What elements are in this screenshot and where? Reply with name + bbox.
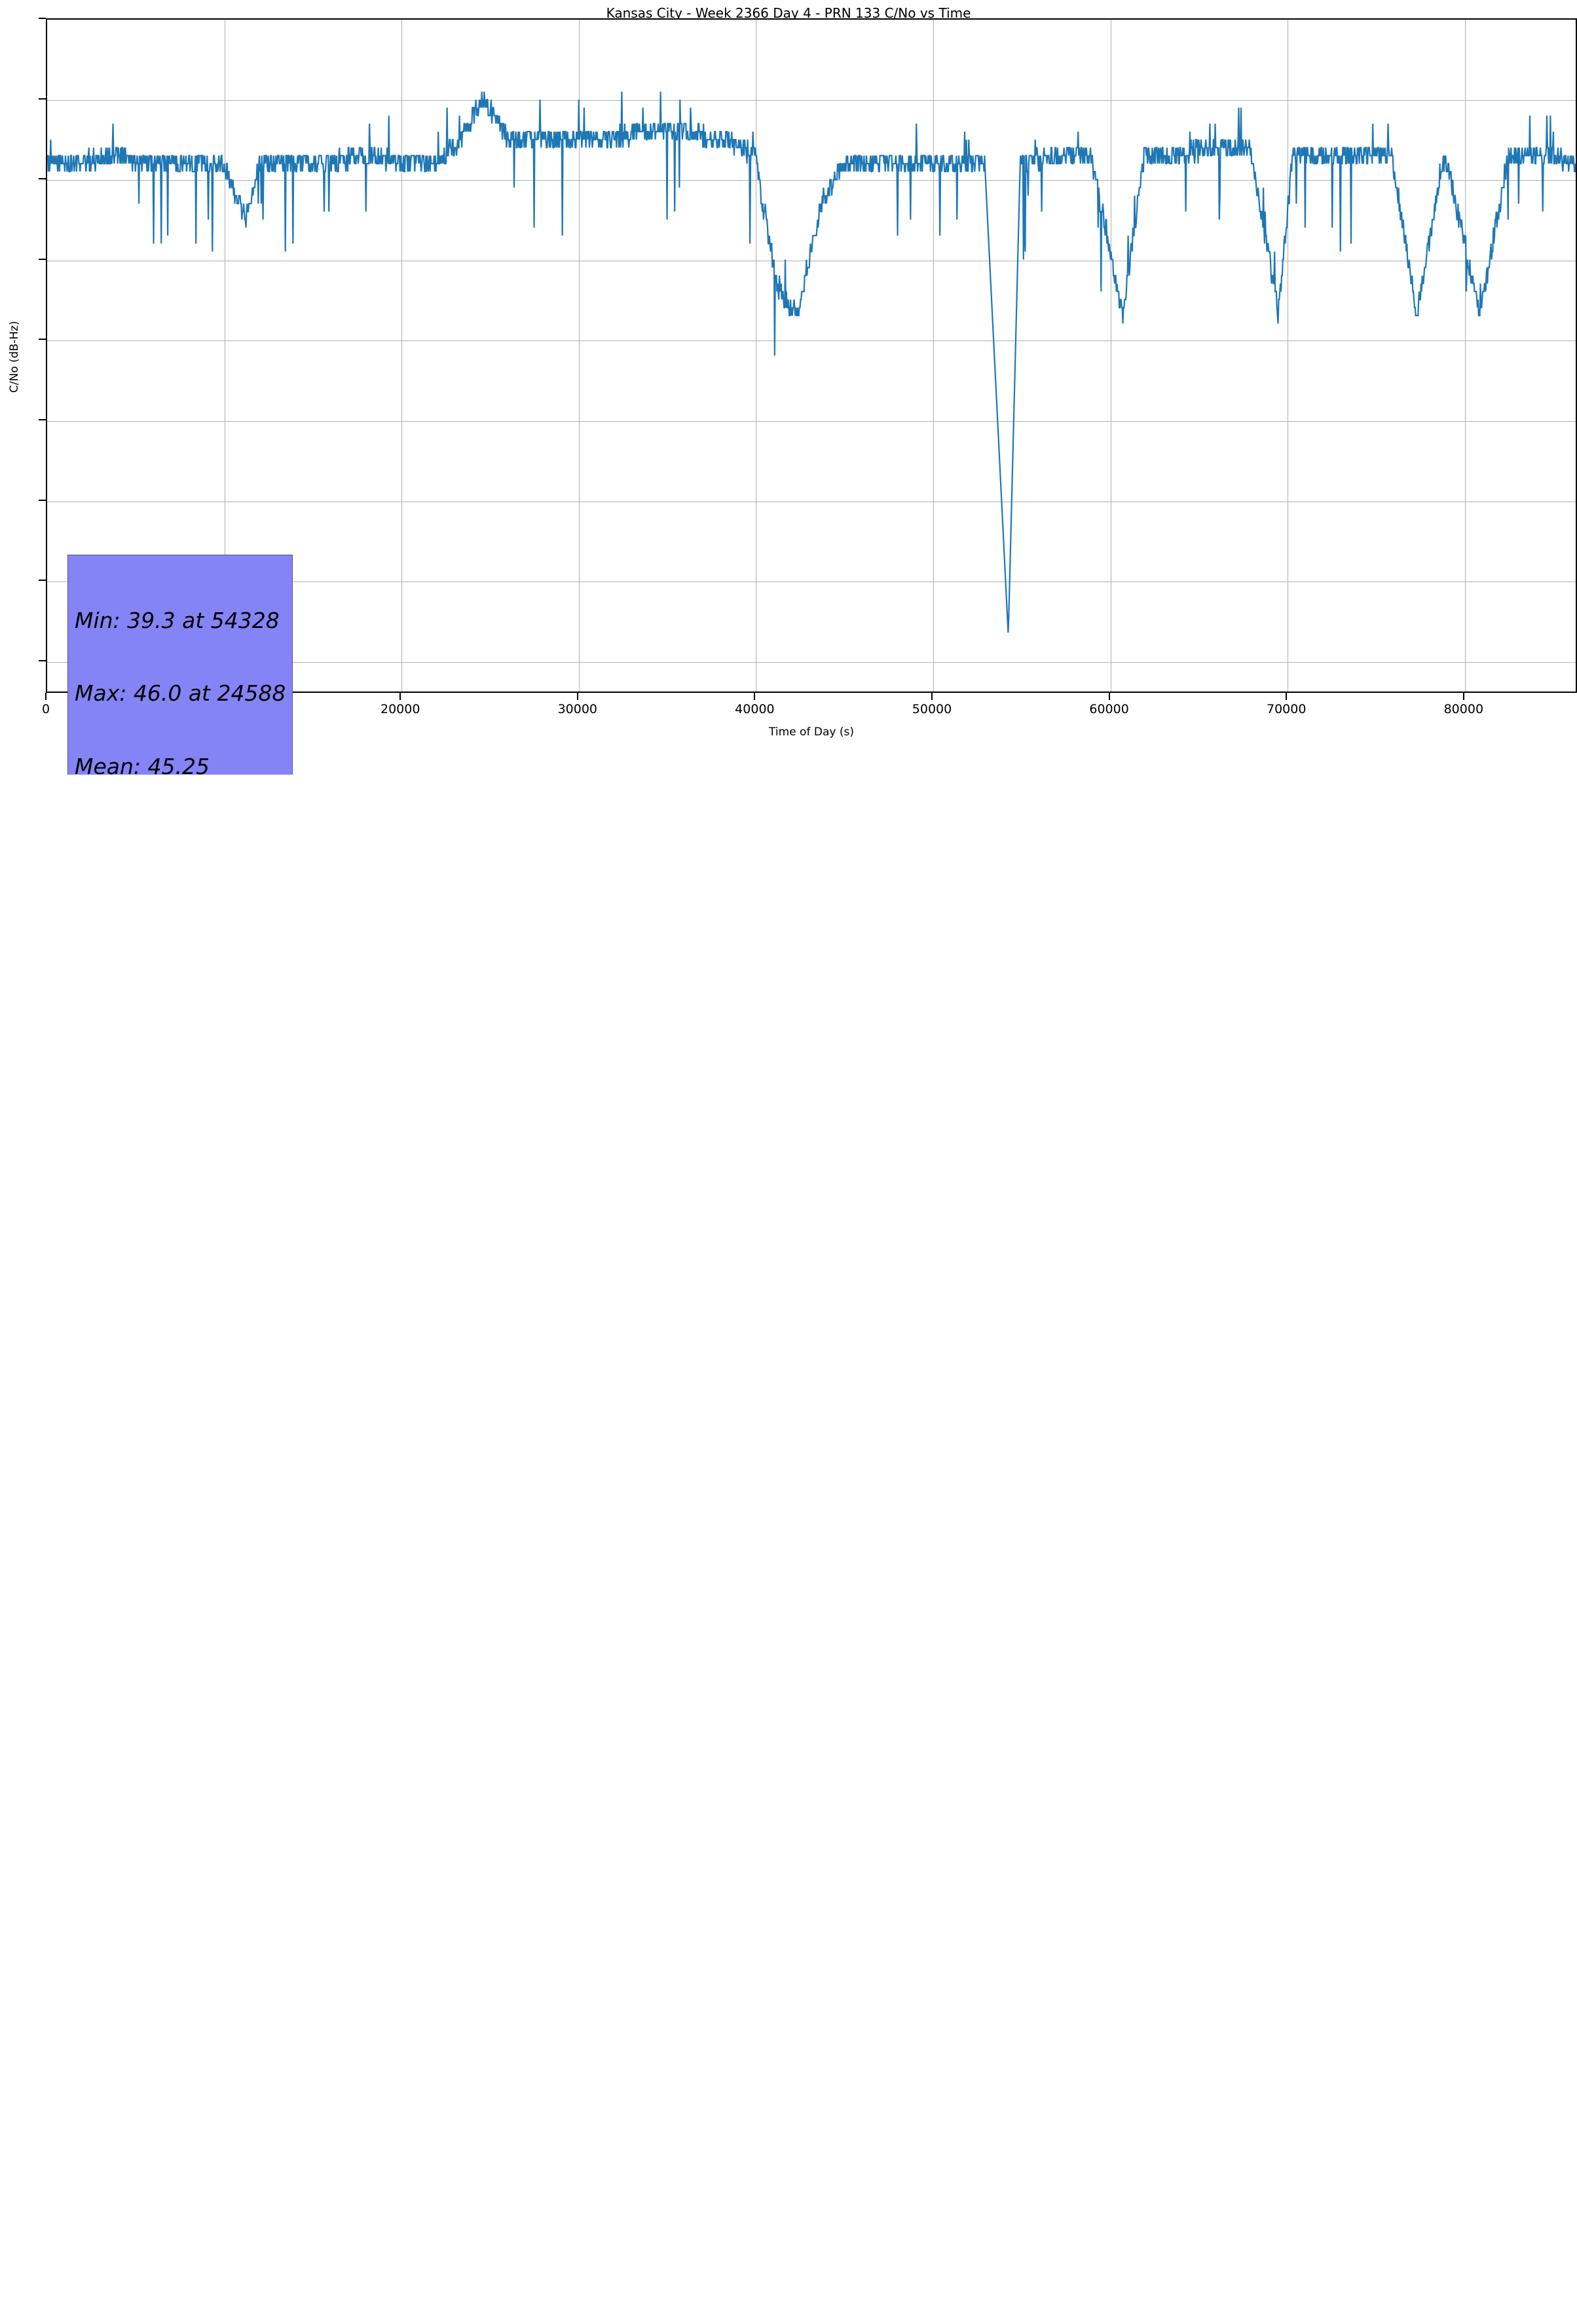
x-tick-mark <box>1462 693 1464 700</box>
stats-max: Max: 46.0 at 24588 <box>75 680 286 707</box>
y-tick-mark <box>39 339 46 341</box>
x-tick-label: 80000 <box>1443 702 1484 716</box>
x-tick-mark <box>45 693 46 700</box>
x-tick-label: 40000 <box>735 702 775 716</box>
gridline-horizontal <box>47 100 1576 101</box>
x-tick-label: 20000 <box>380 702 420 716</box>
chart-panel-kansas-city: Kansas City - Week 2366 Day 4 - PRN 133 … <box>0 0 1577 775</box>
chart-panel-juneau: Juneau - Week 2366 Day 4 - PRN 133 C/No … <box>0 775 1577 1549</box>
gridline-horizontal <box>47 421 1576 422</box>
y-tick-mark <box>39 419 46 421</box>
x-tick-label: 30000 <box>557 702 598 716</box>
y-axis-label: C/No (dB-Hz) <box>8 321 21 393</box>
stats-min: Min: 39.3 at 54328 <box>75 607 280 633</box>
x-tick-mark <box>754 693 756 700</box>
chart-panel-boston: Boston - Week 2366 Day 4 - PRN 133 C/No … <box>0 1549 1577 2324</box>
y-tick-mark <box>39 659 46 661</box>
x-tick-mark <box>1286 693 1288 700</box>
stats-mean: Mean: 45.25 <box>75 754 210 775</box>
x-tick-mark <box>1108 693 1110 700</box>
x-tick-mark <box>576 693 578 700</box>
y-tick-mark <box>39 580 46 581</box>
y-tick-mark <box>39 258 46 260</box>
data-trace <box>47 20 1576 692</box>
gridline-horizontal <box>47 180 1576 181</box>
gridline-horizontal <box>47 661 1576 663</box>
gridline-vertical <box>933 20 934 692</box>
gridline-vertical <box>401 20 403 692</box>
x-tick-label: 50000 <box>912 702 952 716</box>
stats-box: Min: 39.3 at 54328 Max: 46.0 at 24588 Me… <box>67 555 293 775</box>
x-tick-label: 0 <box>41 702 50 716</box>
x-tick-label: 70000 <box>1266 702 1307 716</box>
x-axis-label: Time of Day (s) <box>769 726 854 739</box>
x-tick-label: 60000 <box>1089 702 1129 716</box>
y-tick-mark <box>39 18 46 19</box>
gridline-vertical <box>1464 20 1466 692</box>
plot-area <box>46 18 1577 693</box>
x-tick-mark <box>399 693 401 700</box>
x-tick-mark <box>931 693 933 700</box>
gridline-horizontal <box>47 581 1576 583</box>
y-tick-mark <box>39 98 46 100</box>
y-tick-mark <box>39 178 46 180</box>
y-tick-mark <box>39 499 46 501</box>
gridline-vertical <box>578 20 580 692</box>
